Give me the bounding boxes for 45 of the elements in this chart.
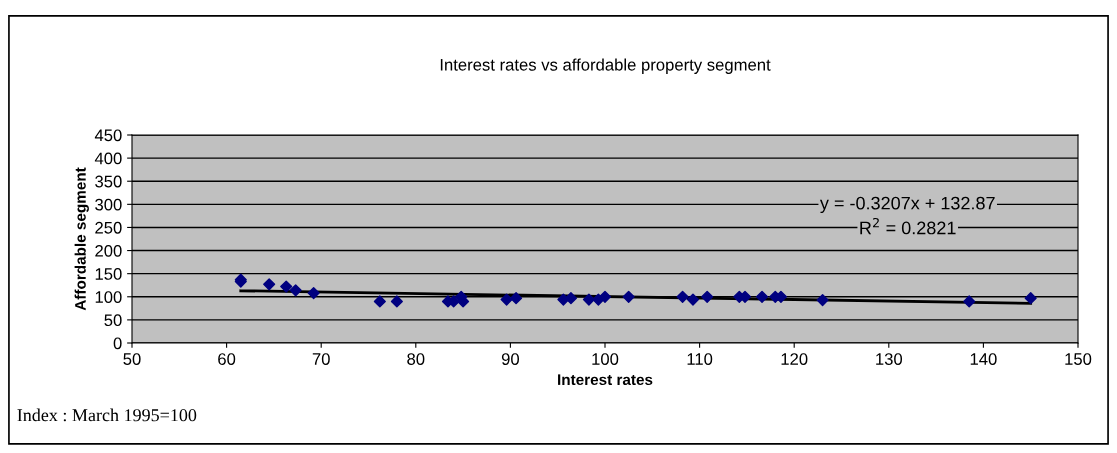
point bbox=[963, 295, 976, 308]
point bbox=[373, 295, 386, 308]
x-tick-label: 120 bbox=[781, 353, 808, 365]
x-tick-label: 130 bbox=[876, 353, 903, 365]
y-tick-label: 100 bbox=[95, 291, 122, 303]
x-tick-label: 90 bbox=[501, 353, 520, 365]
y-tick-label: 150 bbox=[95, 268, 122, 280]
y-tick-label: 400 bbox=[94, 152, 122, 165]
point bbox=[686, 293, 700, 306]
x-tick-label: 50 bbox=[123, 353, 141, 365]
x-tick-label: 100 bbox=[592, 353, 619, 365]
point bbox=[390, 295, 403, 308]
point bbox=[1024, 292, 1037, 305]
y-tick-label: 350 bbox=[95, 175, 122, 188]
point bbox=[701, 290, 714, 303]
x-tick-label: 150 bbox=[1065, 353, 1092, 365]
y-tick-label: 200 bbox=[95, 244, 122, 257]
text: Index : March 1995=100 bbox=[17, 408, 197, 422]
x-axis-title: Interest rates bbox=[558, 374, 653, 386]
x-tick-label: 110 bbox=[687, 353, 713, 365]
point bbox=[289, 284, 302, 297]
y-tick-label: 300 bbox=[95, 198, 122, 211]
point bbox=[816, 293, 829, 307]
x-tick-label: 80 bbox=[407, 353, 425, 365]
chart-title: Interest rates vs affordable property segment bbox=[440, 58, 771, 74]
point bbox=[510, 292, 523, 305]
point bbox=[622, 290, 635, 303]
y-axis-title: Affordable segment bbox=[74, 167, 89, 311]
y-tick-label: 450 bbox=[94, 129, 122, 142]
y-tick-label: 0 bbox=[113, 337, 122, 350]
y-tick-label: 250 bbox=[95, 221, 122, 234]
x-tick-label: 140 bbox=[970, 353, 997, 365]
point bbox=[676, 290, 689, 303]
point bbox=[598, 290, 612, 303]
point bbox=[564, 292, 578, 305]
point bbox=[280, 280, 293, 293]
point bbox=[500, 293, 513, 306]
y-tick-label: 50 bbox=[104, 314, 122, 327]
annotation: R$^{2}$ = 0.2821 bbox=[860, 217, 956, 235]
x-tick-label: 70 bbox=[312, 353, 330, 365]
point bbox=[755, 290, 769, 303]
point bbox=[263, 278, 276, 291]
x-tick-label: 60 bbox=[218, 353, 236, 365]
point bbox=[307, 287, 320, 300]
annotation: y = -0.3207x + 132.87 bbox=[819, 196, 995, 214]
